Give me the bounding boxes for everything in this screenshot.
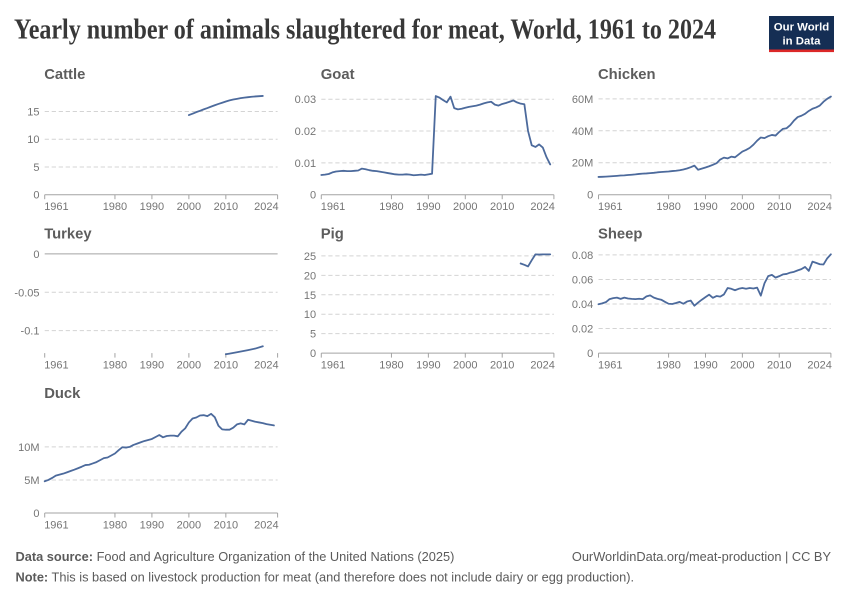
svg-text:1980: 1980 [379, 359, 403, 371]
svg-text:0: 0 [33, 190, 39, 202]
svg-text:0.02: 0.02 [572, 324, 593, 336]
svg-text:1990: 1990 [140, 359, 164, 371]
svg-text:1990: 1990 [693, 201, 717, 213]
svg-text:5: 5 [310, 329, 316, 341]
svg-text:1990: 1990 [693, 359, 717, 371]
svg-text:25: 25 [304, 251, 316, 263]
svg-text:in Data: in Data [783, 35, 822, 47]
svg-text:10: 10 [27, 134, 39, 146]
svg-text:5M: 5M [24, 475, 39, 487]
svg-text:1980: 1980 [103, 201, 127, 213]
svg-text:2024: 2024 [807, 201, 831, 213]
svg-text:2024: 2024 [530, 201, 554, 213]
svg-text:1961: 1961 [44, 359, 68, 371]
svg-text:Yearly number of animals slaug: Yearly number of animals slaughtered for… [14, 14, 716, 46]
svg-text:0.08: 0.08 [572, 250, 593, 262]
svg-text:Sheep: Sheep [598, 227, 642, 243]
svg-text:1961: 1961 [321, 201, 345, 213]
svg-text:1990: 1990 [416, 201, 440, 213]
svg-text:1980: 1980 [103, 359, 127, 371]
svg-text:0: 0 [33, 508, 39, 520]
svg-text:2000: 2000 [730, 359, 754, 371]
svg-text:2010: 2010 [214, 519, 238, 531]
svg-text:2010: 2010 [490, 359, 514, 371]
svg-text:1980: 1980 [103, 519, 127, 531]
svg-text:2024: 2024 [254, 201, 278, 213]
svg-text:2000: 2000 [730, 201, 754, 213]
svg-text:10M: 10M [18, 442, 39, 454]
svg-text:0: 0 [33, 249, 39, 261]
svg-text:2000: 2000 [177, 519, 201, 531]
svg-text:Goat: Goat [321, 67, 355, 83]
svg-text:2010: 2010 [214, 201, 238, 213]
svg-text:Our World: Our World [774, 22, 830, 34]
svg-text:1961: 1961 [598, 359, 622, 371]
svg-text:2000: 2000 [453, 201, 477, 213]
svg-text:1990: 1990 [140, 519, 164, 531]
svg-text:Pig: Pig [321, 227, 344, 243]
svg-text:0.02: 0.02 [295, 126, 316, 138]
svg-text:1961: 1961 [321, 359, 345, 371]
svg-text:1980: 1980 [379, 201, 403, 213]
svg-text:0.06: 0.06 [572, 274, 593, 286]
svg-text:0.01: 0.01 [295, 158, 316, 170]
svg-text:OurWorldinData.org/meat-produc: OurWorldinData.org/meat-production | CC … [572, 549, 832, 564]
svg-text:2010: 2010 [490, 201, 514, 213]
svg-text:1980: 1980 [656, 201, 680, 213]
svg-text:1961: 1961 [598, 201, 622, 213]
svg-text:0: 0 [310, 348, 316, 360]
svg-text:1961: 1961 [44, 519, 68, 531]
svg-text:1980: 1980 [656, 359, 680, 371]
svg-text:15: 15 [27, 106, 39, 118]
svg-text:2024: 2024 [254, 359, 278, 371]
svg-text:Note: This is based on livesto: Note: This is based on livestock product… [16, 569, 635, 584]
svg-text:15: 15 [304, 290, 316, 302]
svg-text:Cattle: Cattle [44, 67, 85, 83]
svg-text:0: 0 [587, 348, 593, 360]
svg-text:2000: 2000 [177, 201, 201, 213]
svg-text:20: 20 [304, 270, 316, 282]
svg-text:60M: 60M [572, 94, 593, 106]
svg-text:1961: 1961 [44, 201, 68, 213]
svg-text:Chicken: Chicken [598, 67, 656, 83]
svg-text:2024: 2024 [530, 359, 554, 371]
svg-text:1990: 1990 [416, 359, 440, 371]
svg-text:2024: 2024 [254, 519, 278, 531]
svg-text:2000: 2000 [453, 359, 477, 371]
svg-text:10: 10 [304, 309, 316, 321]
svg-text:0.04: 0.04 [572, 299, 593, 311]
svg-text:-0.1: -0.1 [21, 326, 40, 338]
svg-text:2010: 2010 [767, 359, 791, 371]
svg-text:-0.05: -0.05 [14, 287, 39, 299]
svg-text:Duck: Duck [44, 386, 81, 402]
svg-text:5: 5 [33, 162, 39, 174]
svg-text:Turkey: Turkey [44, 227, 92, 243]
svg-text:2000: 2000 [177, 359, 201, 371]
svg-text:2010: 2010 [767, 201, 791, 213]
svg-text:0: 0 [310, 190, 316, 202]
svg-text:2010: 2010 [214, 359, 238, 371]
svg-text:2024: 2024 [807, 359, 831, 371]
svg-text:0: 0 [587, 190, 593, 202]
svg-text:20M: 20M [572, 158, 593, 170]
svg-text:1990: 1990 [140, 201, 164, 213]
svg-text:0.03: 0.03 [295, 94, 316, 106]
svg-text:40M: 40M [572, 126, 593, 138]
svg-text:Data source: Food and Agricult: Data source: Food and Agriculture Organi… [16, 549, 455, 564]
